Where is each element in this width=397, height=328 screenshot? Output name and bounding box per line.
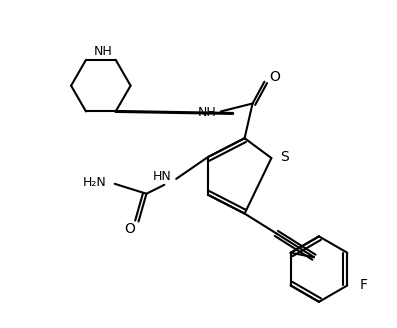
Text: S: S (280, 150, 289, 164)
Text: O: O (270, 70, 280, 84)
Text: NH: NH (93, 46, 112, 58)
Text: H₂N: H₂N (83, 176, 107, 189)
Text: NH: NH (198, 106, 216, 119)
Text: O: O (124, 222, 135, 236)
Text: F: F (359, 278, 367, 293)
Text: HN: HN (153, 170, 172, 183)
